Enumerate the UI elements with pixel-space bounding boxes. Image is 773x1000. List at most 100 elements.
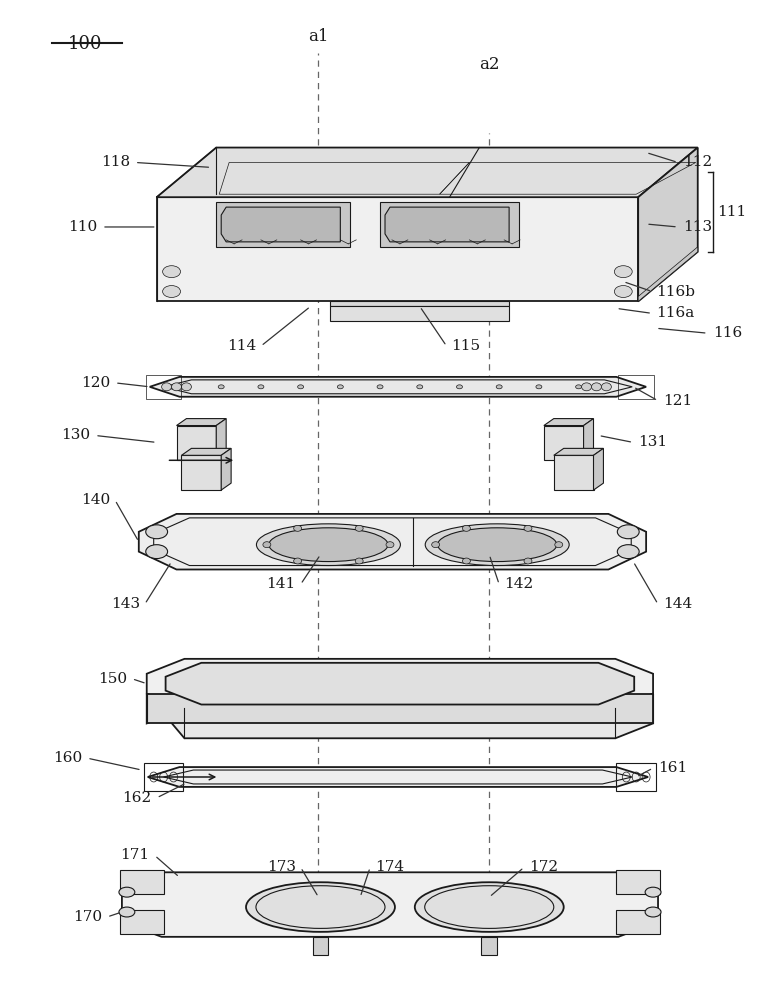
Polygon shape [148, 767, 648, 787]
Polygon shape [147, 659, 653, 708]
Ellipse shape [496, 385, 502, 389]
Text: 171: 171 [121, 848, 150, 862]
Polygon shape [594, 448, 604, 490]
Ellipse shape [356, 558, 363, 564]
Polygon shape [147, 694, 653, 723]
Ellipse shape [431, 542, 440, 548]
Ellipse shape [258, 385, 264, 389]
Ellipse shape [618, 525, 639, 539]
Text: 111: 111 [717, 205, 747, 219]
Text: 172: 172 [529, 860, 558, 874]
Polygon shape [122, 872, 658, 937]
Ellipse shape [162, 383, 172, 391]
Polygon shape [176, 426, 216, 460]
Polygon shape [544, 419, 594, 426]
Ellipse shape [263, 542, 271, 548]
Polygon shape [120, 910, 164, 934]
Polygon shape [638, 247, 698, 301]
Ellipse shape [591, 383, 601, 391]
Polygon shape [544, 426, 584, 460]
Text: 116: 116 [713, 326, 742, 340]
Ellipse shape [576, 385, 581, 389]
Text: 142: 142 [504, 577, 533, 591]
Ellipse shape [462, 558, 471, 564]
Polygon shape [157, 197, 638, 301]
Ellipse shape [377, 385, 383, 389]
Polygon shape [385, 207, 509, 242]
Text: 115: 115 [451, 339, 481, 353]
Ellipse shape [581, 383, 591, 391]
Polygon shape [221, 207, 340, 242]
Ellipse shape [462, 525, 471, 531]
Ellipse shape [269, 528, 388, 562]
Text: 118: 118 [100, 155, 130, 169]
Text: 100: 100 [67, 35, 102, 53]
Ellipse shape [218, 385, 224, 389]
Ellipse shape [615, 266, 632, 278]
Bar [312, 937, 329, 955]
Ellipse shape [294, 525, 301, 531]
Polygon shape [182, 455, 221, 490]
Text: 121: 121 [663, 394, 693, 408]
Ellipse shape [146, 525, 168, 539]
Ellipse shape [182, 383, 192, 391]
Text: 120: 120 [80, 376, 110, 390]
Text: 162: 162 [122, 791, 152, 805]
Ellipse shape [645, 907, 661, 917]
Polygon shape [120, 870, 164, 894]
Ellipse shape [536, 385, 542, 389]
Polygon shape [216, 202, 350, 247]
Ellipse shape [257, 524, 400, 566]
Polygon shape [216, 419, 226, 460]
Polygon shape [553, 455, 594, 490]
Ellipse shape [615, 286, 632, 297]
Ellipse shape [555, 542, 563, 548]
Ellipse shape [386, 542, 394, 548]
Polygon shape [553, 448, 604, 455]
Ellipse shape [524, 558, 532, 564]
Polygon shape [139, 514, 646, 569]
Text: 131: 131 [638, 435, 667, 449]
Polygon shape [330, 301, 509, 306]
Polygon shape [176, 419, 226, 426]
Polygon shape [330, 306, 509, 321]
Ellipse shape [645, 887, 661, 897]
Text: 143: 143 [111, 597, 140, 611]
Polygon shape [150, 377, 646, 397]
Text: 160: 160 [53, 751, 82, 765]
Ellipse shape [415, 882, 564, 932]
Polygon shape [165, 663, 634, 705]
Ellipse shape [119, 907, 135, 917]
Ellipse shape [246, 882, 395, 932]
Ellipse shape [417, 385, 423, 389]
Ellipse shape [356, 525, 363, 531]
Ellipse shape [524, 525, 532, 531]
Ellipse shape [337, 385, 343, 389]
Polygon shape [221, 448, 231, 490]
Text: 150: 150 [97, 672, 127, 686]
Text: 141: 141 [267, 577, 295, 591]
Text: 130: 130 [61, 428, 90, 442]
Ellipse shape [172, 383, 182, 391]
Text: 174: 174 [375, 860, 404, 874]
Polygon shape [616, 910, 660, 934]
Text: 113: 113 [683, 220, 712, 234]
Bar [482, 937, 497, 955]
Polygon shape [584, 419, 594, 460]
Ellipse shape [438, 528, 557, 562]
Text: 170: 170 [73, 910, 102, 924]
Text: a1: a1 [308, 28, 329, 45]
Ellipse shape [294, 558, 301, 564]
Text: 116a: 116a [656, 306, 694, 320]
Polygon shape [157, 148, 698, 197]
Ellipse shape [618, 545, 639, 559]
Polygon shape [147, 694, 653, 738]
Ellipse shape [425, 524, 569, 566]
Text: 110: 110 [68, 220, 97, 234]
Ellipse shape [162, 286, 180, 297]
Text: 116b: 116b [656, 285, 695, 299]
Polygon shape [616, 870, 660, 894]
Text: 140: 140 [80, 493, 110, 507]
Ellipse shape [146, 545, 168, 559]
Text: 173: 173 [267, 860, 295, 874]
